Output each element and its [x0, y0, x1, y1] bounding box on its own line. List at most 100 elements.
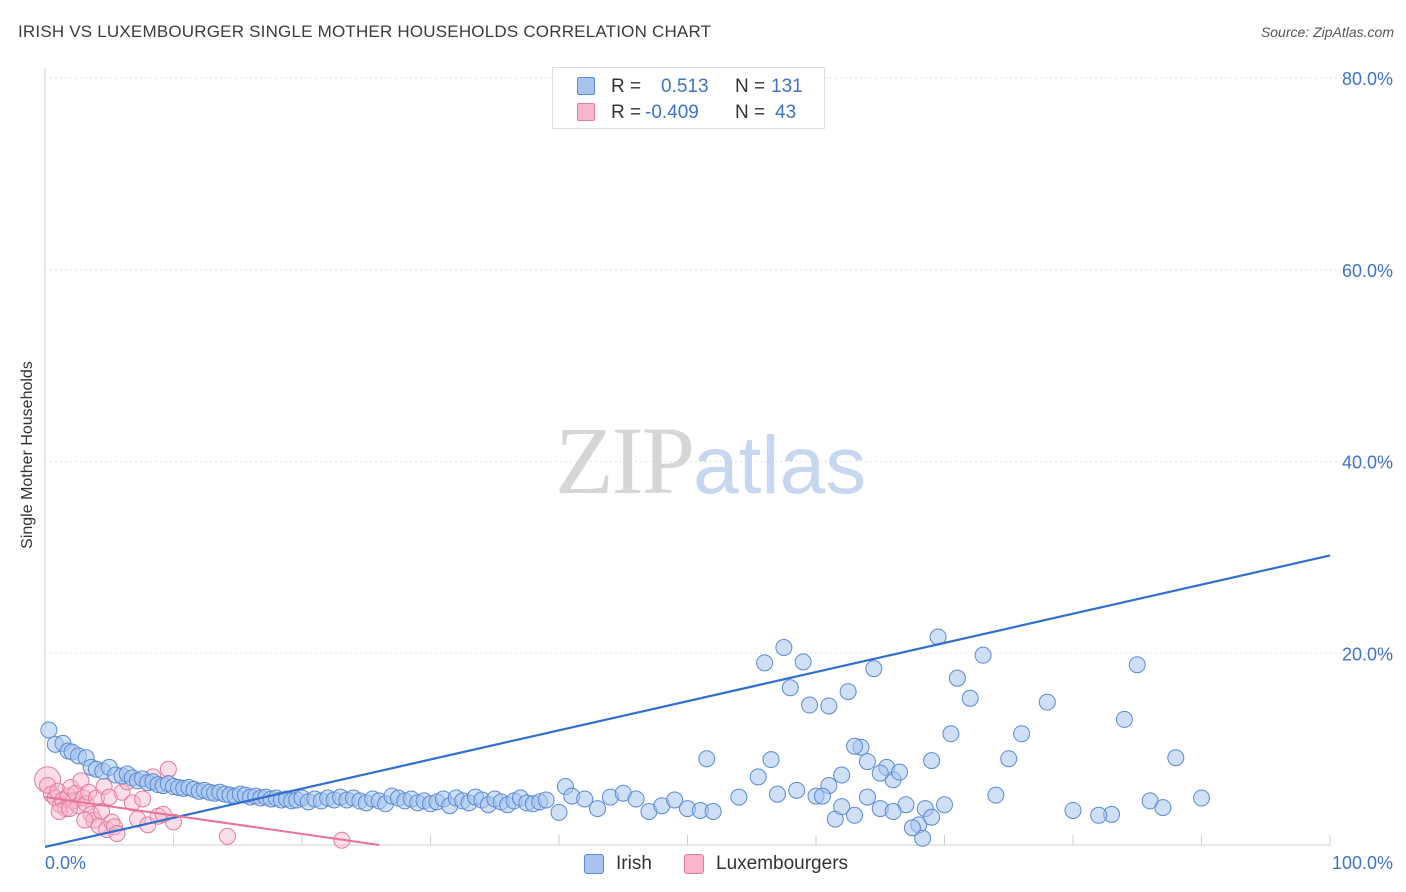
watermark-zip: ZIP	[555, 407, 695, 514]
data-point-irish	[974, 646, 992, 664]
legend-label-irish: Irish	[616, 853, 652, 874]
data-point-luxembourgers	[93, 802, 111, 820]
data-point-irish	[1090, 806, 1108, 824]
data-point-irish	[589, 800, 607, 818]
stats-swatch-luxembourgers	[577, 103, 595, 121]
data-point-luxembourgers	[218, 827, 236, 845]
data-point-irish	[704, 802, 722, 820]
data-point-irish	[942, 725, 960, 743]
data-point-irish	[1154, 799, 1172, 817]
data-point-irish	[813, 787, 831, 805]
data-point-irish	[936, 796, 953, 814]
data-point-irish	[801, 696, 819, 714]
data-point-irish	[537, 791, 555, 809]
data-point-irish	[1128, 656, 1146, 674]
legend-swatch-irish	[584, 854, 604, 874]
data-point-irish	[756, 654, 774, 672]
y-tick-label: 40.0%	[1342, 453, 1393, 473]
data-point-luxembourgers	[108, 824, 126, 842]
data-point-irish	[749, 768, 767, 786]
data-point-irish	[794, 653, 812, 671]
data-point-irish	[788, 781, 806, 799]
data-point-luxembourgers	[134, 790, 152, 808]
source-label: Source: ZipAtlas.com	[1260, 24, 1394, 40]
chart-title: IRISH VS LUXEMBOURGER SINGLE MOTHER HOUS…	[18, 22, 712, 41]
legend-label-luxembourgers: Luxembourgers	[716, 853, 849, 874]
data-point-irish	[923, 752, 941, 770]
data-point-irish	[833, 798, 851, 816]
y-axis-label: Single Mother Households	[19, 361, 36, 549]
data-point-irish	[891, 763, 909, 781]
data-point-irish	[768, 785, 786, 803]
data-point-luxembourgers	[123, 794, 141, 812]
n-label: N =	[735, 102, 766, 123]
stats-box: R = 0.513 N = 131 R = -0.409 N = 43	[552, 67, 825, 129]
n-label: N =	[735, 76, 766, 97]
data-point-irish	[627, 790, 645, 808]
series-irish	[40, 628, 1210, 847]
data-point-luxembourgers	[39, 777, 57, 795]
data-point-irish	[871, 764, 889, 782]
stats-swatch-irish	[577, 77, 595, 95]
data-point-irish	[550, 803, 568, 821]
y-tick-label: 60.0%	[1342, 261, 1393, 281]
data-point-irish	[1167, 749, 1185, 767]
data-point-luxembourgers	[60, 800, 78, 818]
watermark: ZIPatlas	[555, 405, 866, 516]
y-tick-label: 80.0%	[1342, 69, 1393, 89]
stats-row-irish: R = 0.513 N = 131	[553, 74, 824, 100]
data-point-irish	[839, 683, 857, 701]
data-point-irish	[698, 750, 716, 768]
legend: Irish Luxembourgers	[0, 852, 1406, 878]
n-value: 131	[771, 76, 803, 97]
trendlines	[44, 554, 1331, 848]
data-point-irish	[730, 788, 748, 806]
data-point-irish	[987, 786, 1005, 804]
data-point-irish	[781, 679, 799, 697]
tick-labels: 20.0% 40.0% 60.0% 80.0% 0.0% 100.0%	[45, 69, 1393, 873]
legend-swatch-luxembourgers	[684, 854, 704, 874]
y-tick-label: 20.0%	[1342, 644, 1393, 664]
data-point-irish	[576, 790, 594, 808]
n-value: 43	[775, 102, 797, 123]
data-point-irish	[846, 737, 864, 755]
data-point-irish	[1013, 725, 1031, 743]
r-value: 0.513	[661, 76, 709, 97]
trendline-luxembourgers	[44, 796, 380, 846]
data-point-irish	[865, 660, 883, 678]
stats-row-luxembourgers: R = -0.409 N = 43	[553, 100, 824, 126]
data-point-irish	[1064, 801, 1082, 819]
data-point-irish	[833, 766, 851, 784]
data-point-luxembourgers	[100, 788, 118, 806]
watermark-atlas: atlas	[693, 420, 867, 511]
data-point-irish	[903, 819, 921, 837]
data-point-luxembourgers	[50, 802, 68, 820]
data-point-luxembourgers	[76, 811, 94, 829]
data-point-irish	[1115, 710, 1133, 728]
data-point-luxembourgers	[159, 760, 177, 778]
data-point-irish	[858, 753, 876, 771]
data-point-irish	[1038, 693, 1056, 711]
data-point-irish	[884, 802, 902, 820]
data-point-irish	[775, 638, 793, 656]
trendline-irish	[44, 554, 1331, 848]
data-point-irish	[820, 697, 838, 715]
data-point-irish	[846, 806, 864, 824]
data-point-irish	[923, 808, 941, 826]
r-label: R =	[611, 76, 642, 97]
x-tick-label: 0.0%	[45, 853, 86, 873]
data-point-irish	[961, 689, 979, 707]
data-point-irish	[1000, 750, 1018, 768]
data-point-irish	[948, 669, 966, 687]
data-point-irish	[666, 791, 684, 809]
data-point-irish	[914, 829, 932, 847]
r-value: -0.409	[645, 102, 699, 123]
data-point-irish	[762, 751, 780, 769]
data-point-irish	[858, 788, 876, 806]
gridlines	[45, 77, 1392, 654]
axes	[44, 68, 1331, 846]
r-label: R =	[611, 102, 642, 123]
data-point-irish	[40, 721, 58, 739]
x-tick-label: 100.0%	[1332, 853, 1393, 873]
